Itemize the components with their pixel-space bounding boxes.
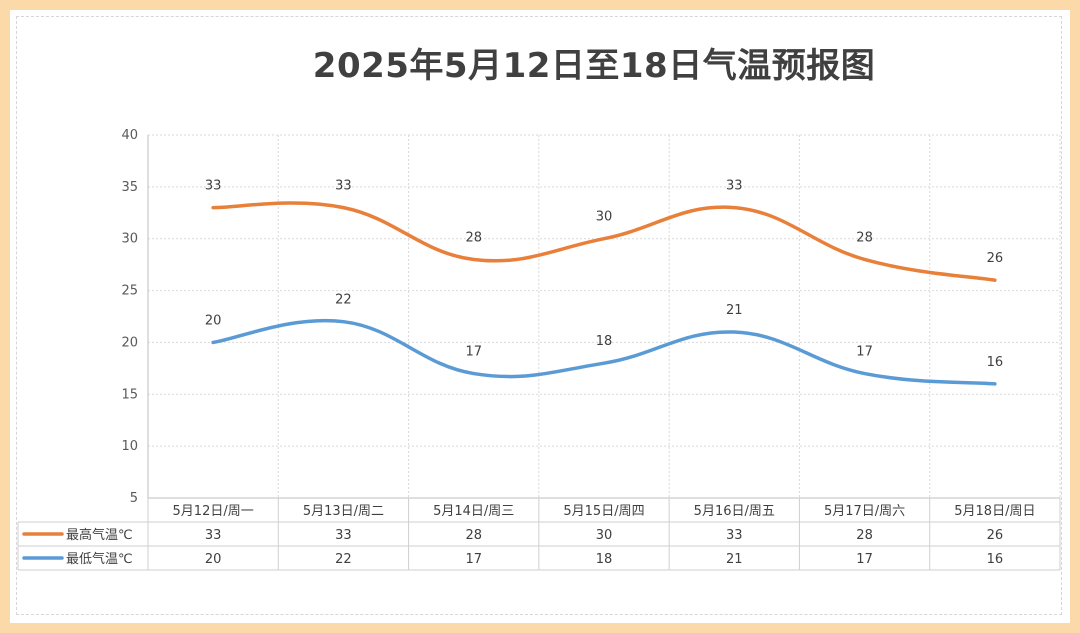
table-cell: 21: [726, 552, 743, 567]
table-cell: 17: [465, 552, 482, 567]
x-category-label: 5月17日/周六: [824, 504, 905, 519]
table-cell: 28: [856, 528, 873, 543]
table-cell: 18: [596, 552, 613, 567]
x-category-label: 5月12日/周一: [173, 504, 254, 519]
data-point: [732, 330, 736, 334]
chart-title: 2025年5月12日至18日气温预报图: [312, 46, 876, 86]
series-line-low: [211, 318, 997, 386]
data-label: 28: [465, 230, 482, 245]
data-label: 16: [987, 355, 1004, 370]
table-cell: 20: [205, 552, 222, 567]
x-category-label: 5月14日/周三: [433, 504, 514, 519]
y-tick-label: 30: [121, 232, 138, 247]
data-label: 33: [205, 179, 222, 194]
data-label: 17: [465, 345, 482, 360]
table-cell: 33: [205, 528, 222, 543]
y-tick-label: 5: [130, 491, 138, 506]
data-point: [732, 206, 736, 210]
table-cell: 33: [335, 528, 352, 543]
data-point: [211, 206, 215, 210]
table-cell: 28: [465, 528, 482, 543]
data-point: [472, 372, 476, 376]
y-tick-label: 20: [121, 335, 138, 350]
x-category-label: 5月18日/周日: [954, 504, 1035, 519]
data-label: 21: [726, 303, 743, 318]
data-label: 33: [726, 179, 743, 194]
data-point: [602, 237, 606, 241]
legend-label-low: 最低气温℃: [66, 551, 133, 567]
data-label: 26: [987, 251, 1004, 266]
data-label: 18: [596, 334, 613, 349]
y-tick-label: 25: [121, 284, 138, 299]
data-label: 28: [856, 230, 873, 245]
table-cell: 30: [596, 528, 613, 543]
data-point: [993, 278, 997, 282]
chart-border: [16, 16, 1062, 615]
data-point: [341, 206, 345, 210]
data-point: [211, 340, 215, 344]
y-tick-label: 40: [121, 128, 138, 143]
data-label: 22: [335, 293, 352, 308]
chart-frame: [10, 10, 1070, 623]
table-cell: 26: [987, 528, 1004, 543]
data-point: [863, 257, 867, 261]
data-label: 30: [596, 210, 613, 225]
y-tick-label: 35: [121, 180, 138, 195]
table-cell: 17: [856, 552, 873, 567]
legend-label-high: 最高气温℃: [66, 527, 133, 543]
data-point: [472, 257, 476, 261]
y-tick-label: 10: [121, 439, 138, 454]
data-point: [602, 361, 606, 365]
data-point: [993, 382, 997, 386]
data-point: [863, 372, 867, 376]
x-category-label: 5月15日/周四: [563, 504, 644, 519]
x-category-label: 5月16日/周五: [694, 504, 775, 519]
table-cell: 22: [335, 552, 352, 567]
x-category-label: 5月13日/周二: [303, 504, 384, 519]
data-label: 20: [205, 313, 222, 328]
data-label: 33: [335, 179, 352, 194]
y-tick-label: 15: [121, 387, 138, 402]
data-point: [341, 320, 345, 324]
data-label: 17: [856, 345, 873, 360]
table-cell: 16: [987, 552, 1004, 567]
table-cell: 33: [726, 528, 743, 543]
